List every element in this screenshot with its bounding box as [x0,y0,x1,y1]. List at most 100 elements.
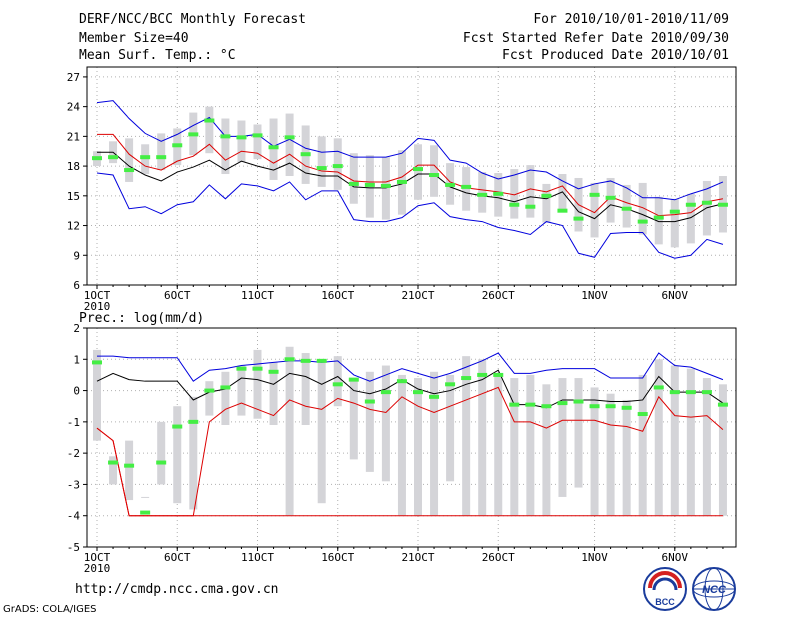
series-line-lower [97,133,724,217]
mean-marker [701,200,712,205]
spread-bar [430,145,439,197]
variable-label: Mean Surf. Temp.: °C [79,48,236,63]
mean-marker [685,390,696,395]
spread-bar [205,381,214,416]
spread-bar [446,374,455,482]
spread-bar [542,183,551,223]
spread-bar [109,456,118,485]
spread-bar [189,396,198,510]
x-tick-label: 11OCT [241,289,274,302]
mean-marker [717,202,728,207]
x-year-label: 2010 [84,300,111,313]
spread-bar [221,118,230,175]
mean-marker [188,419,199,424]
x-tick-label: 16OCT [321,551,354,564]
mean-marker [380,183,391,188]
spread-bar [253,124,262,160]
mean-marker [300,152,311,157]
mean-marker [557,401,568,406]
mean-marker [589,192,600,197]
mean-marker [156,460,167,465]
spread-bar [686,368,695,516]
spread-bar [494,374,503,516]
x-tick-label: 1OCT [84,551,111,564]
spread-bar [622,184,631,228]
x-tick-label: 6NOV [662,289,689,302]
mean-marker [284,357,295,362]
mean-marker [220,134,231,139]
mean-marker [573,399,584,404]
panel-title: Prec.: log(mm/d) [79,311,204,326]
spread-bar [478,359,487,516]
mean-marker [236,366,247,371]
spread-bar [526,165,535,218]
spread-bar [590,182,599,238]
spread-bar [317,362,326,504]
spread-bar [414,378,422,516]
mean-marker [268,369,279,374]
spread-bar [253,349,262,419]
spread-bar [269,362,278,425]
spread-bar [157,421,166,485]
x-tick-label: 11OCT [241,551,274,564]
y-tick-label: 27 [67,71,80,84]
spread-bar [526,374,535,516]
mean-marker [172,143,183,148]
spread-bar [221,371,230,425]
mean-marker [541,404,552,409]
x-tick-label: 26OCT [482,551,515,564]
y-tick-label: -3 [67,478,80,491]
mean-marker [461,184,472,189]
spread-bar [542,384,551,516]
mean-marker [701,390,712,395]
mean-marker [557,208,568,213]
spread-bar [285,346,294,516]
mean-marker [204,388,215,393]
x-tick-label: 21OCT [401,551,434,564]
mean-marker [493,372,504,377]
mean-marker [92,156,102,161]
spread-bar [285,113,294,176]
mean-marker [429,394,440,399]
y-tick-label: 9 [73,249,80,262]
mean-marker [413,390,423,395]
mean-marker [108,460,119,465]
mean-marker [348,377,359,382]
mean-marker [669,209,680,214]
spread-bar [349,153,358,204]
spread-bar [622,399,631,516]
source-url[interactable]: http://cmdp.ncc.cma.gov.cn [75,582,279,597]
mean-marker [509,402,520,407]
spread-bar [365,371,374,472]
y-tick-label: -2 [67,447,80,460]
spread-bar [670,365,679,516]
mean-marker [621,405,632,410]
mean-marker [140,510,151,515]
plot-frame [86,327,737,548]
spread-bar [93,349,101,441]
mean-marker [637,412,648,417]
mean-marker [364,182,375,187]
spread-bar [606,393,615,516]
mean-marker [653,385,664,390]
series-line-upper [96,100,724,201]
y-tick-label: 15 [67,190,80,203]
x-tick-label: 1NOV [581,551,608,564]
spread-bar [510,378,519,516]
mean-marker [380,390,391,395]
y-tick-label: -4 [67,510,81,523]
spread-bar [173,406,182,504]
spread-bar [301,353,310,425]
spread-bar [125,440,134,501]
y-tick-label: 12 [67,220,80,233]
mean-marker [316,166,327,171]
x-year-label: 2010 [84,562,111,575]
series-line-middle [96,369,724,409]
spread-bar [237,120,246,163]
spread-bar [125,138,134,182]
mean-marker [509,202,520,207]
mean-marker [124,463,135,468]
plot-frame [86,66,737,286]
mean-marker [252,133,263,138]
